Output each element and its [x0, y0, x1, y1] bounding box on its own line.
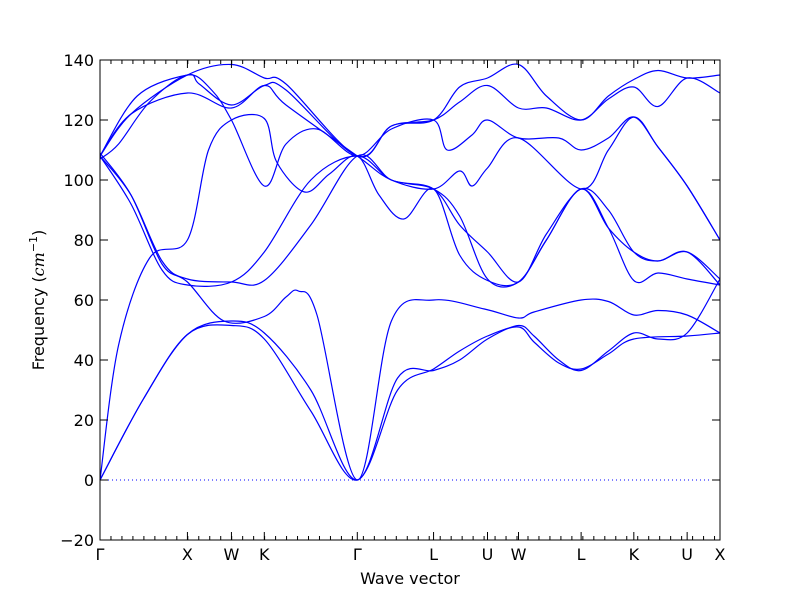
phonon-branch-8: [99, 84, 721, 241]
y-axis-label-unit: cm: [29, 252, 48, 276]
series-group: [99, 63, 721, 481]
phonon-branch-2: [99, 278, 721, 481]
phonon-branch-4: [99, 154, 721, 288]
y-tick-label: −20: [60, 531, 94, 550]
y-axis-label-main: Frequency (: [29, 276, 48, 370]
x-tick-label: U: [681, 545, 693, 564]
y-tick-label: 140: [63, 51, 94, 70]
x-tick-label: K: [259, 545, 270, 564]
x-tick-label: Γ: [96, 545, 105, 564]
x-tick-label: W: [224, 545, 240, 564]
x-tick-label: Γ: [353, 545, 362, 564]
phonon-branch-6: [99, 152, 721, 481]
x-axis-label: Wave vector: [360, 569, 460, 588]
phonon-branch-1: [99, 324, 721, 481]
x-tick-label: U: [482, 545, 494, 564]
x-tick-label: X: [182, 545, 193, 564]
x-tick-label: L: [577, 545, 586, 564]
phonon-branch-9: [99, 63, 721, 158]
x-tick-label: L: [429, 545, 438, 564]
y-tick-label: 100: [63, 171, 94, 190]
ticks-group: [99, 59, 721, 541]
phonon-branch-5: [99, 155, 721, 287]
phonon-branch-3: [99, 113, 721, 481]
y-axis-label-close: ): [29, 230, 48, 236]
y-tick-label: 0: [84, 471, 94, 490]
phonon-branch-10: [99, 74, 721, 158]
y-tick-label: 80: [74, 231, 94, 250]
y-tick-label: 120: [63, 111, 94, 130]
x-tick-label: W: [511, 545, 527, 564]
y-axis-label: Frequency (cm−1): [27, 230, 48, 371]
y-tick-label: 20: [74, 411, 94, 430]
x-tick-label: K: [629, 545, 640, 564]
x-tick-label: X: [715, 545, 726, 564]
y-axis-label-exponent: −1: [27, 236, 40, 252]
y-tick-label: 40: [74, 351, 94, 370]
y-tick-label: 60: [74, 291, 94, 310]
